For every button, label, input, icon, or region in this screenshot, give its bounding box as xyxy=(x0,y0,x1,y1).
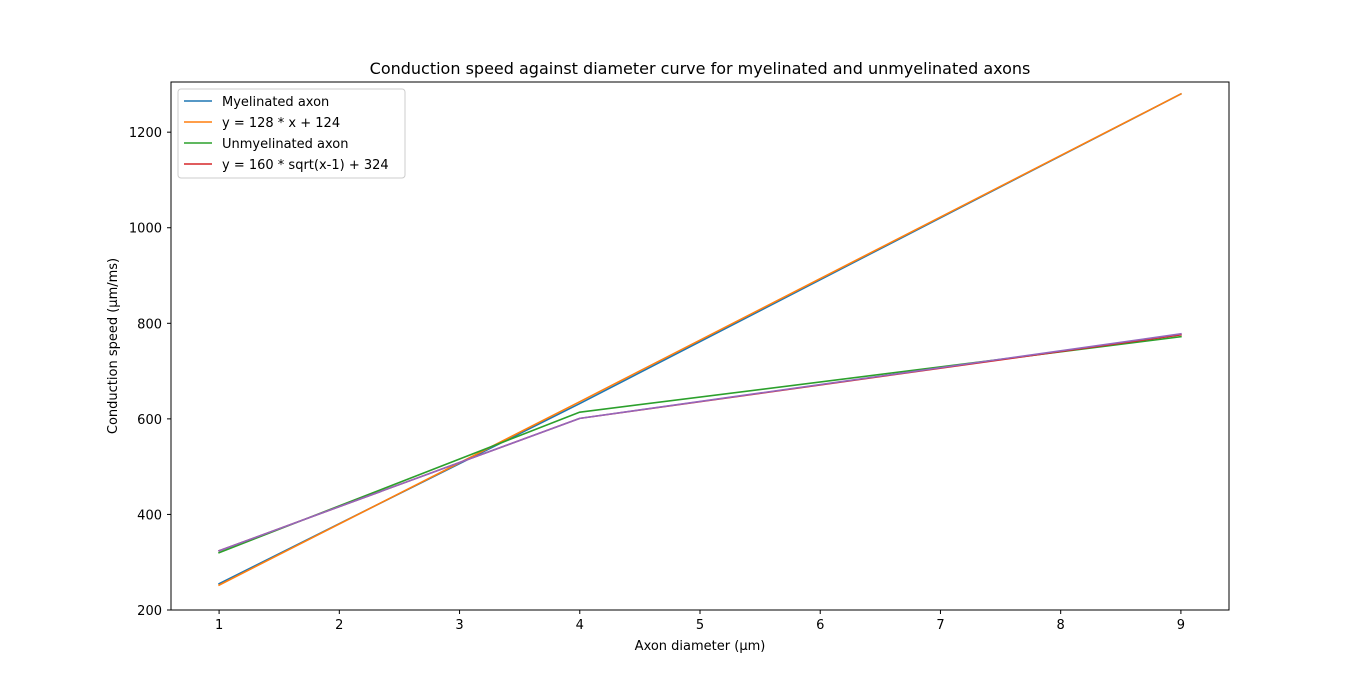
legend-items: Myelinated axon y = 128 * x + 124 Unmyelin… xyxy=(184,95,389,173)
x-axis-label: Axon diameter (µm) xyxy=(635,639,766,654)
y-axis-label: Conduction speed (µm/ms) xyxy=(106,258,121,434)
series-line-2 xyxy=(218,335,1182,554)
y-tick-label: 800 xyxy=(137,317,162,332)
legend-label-1: y = 128 * x + 124 xyxy=(222,116,340,131)
x-tick-label: 6 xyxy=(816,618,824,633)
legend-box xyxy=(177,88,406,179)
chart-title: Conduction speed against diameter curve … xyxy=(370,59,1031,78)
y-tick-label: 600 xyxy=(137,413,162,428)
x-tick-label: 4 xyxy=(576,618,584,633)
x-tick-label: 8 xyxy=(1057,618,1065,633)
x-tick-label: 3 xyxy=(455,618,463,633)
series-line-4 xyxy=(218,332,1182,552)
x-axis-ticks: 1 2 3 4 5 6 7 8 9 xyxy=(215,610,1185,633)
legend-label-0: Myelinated axon xyxy=(222,95,329,110)
plot-lines xyxy=(218,92,1182,587)
x-tick-label: 9 xyxy=(1177,618,1185,633)
legend-label-2: Unmyelinated axon xyxy=(222,137,348,152)
x-tick-label: 7 xyxy=(936,618,944,633)
y-tick-label: 200 xyxy=(137,604,162,619)
x-tick-label: 5 xyxy=(696,618,704,633)
y-axis-ticks: 200 400 600 800 1000 1200 xyxy=(129,126,171,619)
y-tick-label: 1200 xyxy=(129,126,162,141)
series-line-3 xyxy=(218,333,1182,552)
x-tick-label: 2 xyxy=(335,618,343,633)
series-line-1 xyxy=(218,92,1182,587)
x-tick-label: 1 xyxy=(215,618,223,633)
y-tick-label: 400 xyxy=(137,508,162,523)
y-tick-label: 1000 xyxy=(129,222,162,237)
legend: Myelinated axon y = 128 * x + 124 Unmyelin… xyxy=(177,88,406,179)
legend-label-3: y = 160 * sqrt(x-1) + 324 xyxy=(222,158,389,173)
